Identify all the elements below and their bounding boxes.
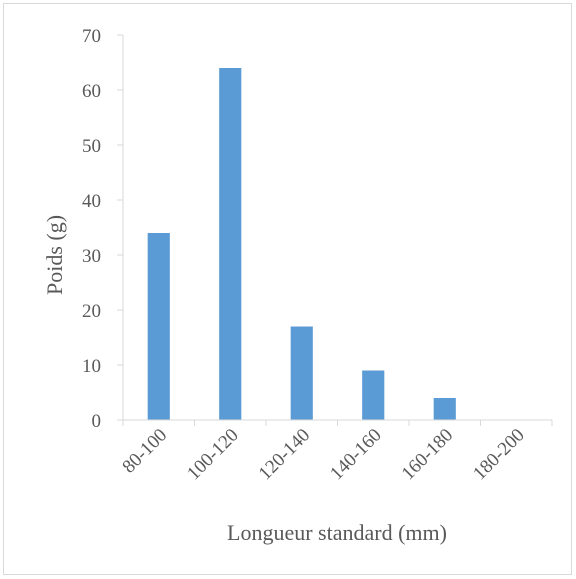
y-tick-label-40: 40	[82, 191, 101, 212]
y-tick-label-50: 50	[82, 136, 101, 157]
y-tick-label-20: 20	[82, 301, 101, 322]
x-tick-label-100-120: 100-120	[183, 425, 243, 485]
x-tick-label-160-180: 160-180	[398, 425, 458, 485]
chart-frame	[3, 3, 572, 575]
y-tick-label-10: 10	[82, 356, 101, 377]
bar-80-100	[147, 233, 170, 420]
x-tick-label-180-200: 180-200	[469, 425, 529, 485]
bar-120-140	[290, 326, 313, 420]
bar-160-180	[433, 398, 456, 420]
x-tick-label-120-140: 120-140	[255, 425, 315, 485]
x-axis-label: Longueur standard (mm)	[227, 520, 447, 545]
bar-100-120	[219, 68, 242, 420]
axes-layer	[117, 34, 553, 426]
x-tick-label-80-100: 80-100	[118, 425, 171, 478]
bars-layer	[147, 68, 456, 420]
bar-140-160	[362, 370, 385, 420]
y-tick-label-30: 30	[82, 246, 101, 267]
y-tick-label-70: 70	[82, 26, 101, 47]
y-axis-label: Poids (g)	[42, 215, 67, 295]
x-tick-label-140-160: 140-160	[326, 425, 386, 485]
y-tick-label-60: 60	[82, 81, 101, 102]
y-tick-label-0: 0	[92, 411, 102, 432]
